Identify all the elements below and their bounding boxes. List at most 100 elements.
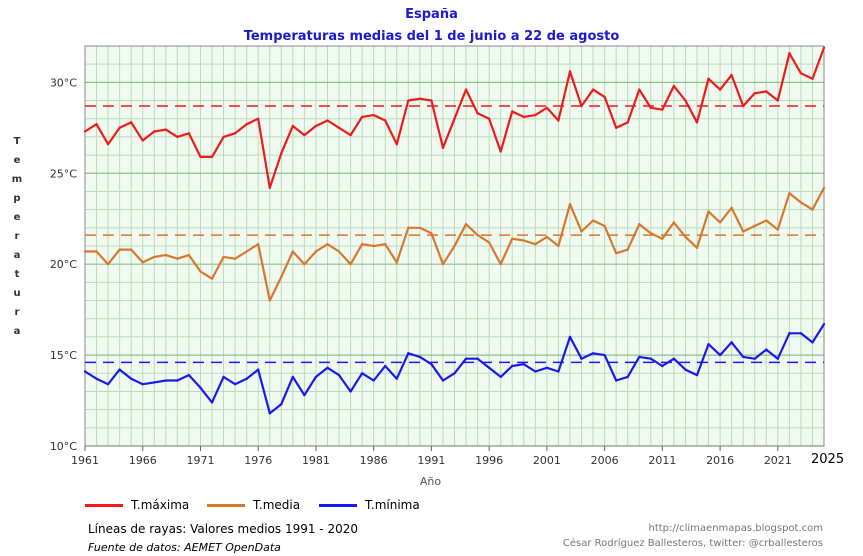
data-point-mean (476, 233, 479, 237)
data-point-max (314, 124, 318, 128)
dashed-lines-note: Líneas de rayas: Valores medios 1991 - 2… (88, 522, 358, 536)
y-axis-label-letter: a (13, 326, 21, 337)
data-point-max (476, 112, 479, 115)
data-point-min (822, 322, 826, 326)
data-point-min (106, 382, 110, 386)
data-point-min (257, 368, 260, 371)
data-point-max (568, 70, 572, 73)
data-point-mean (453, 244, 456, 248)
data-point-mean (661, 237, 664, 240)
y-axis-label-letter: u (13, 288, 21, 299)
data-point-min (522, 362, 525, 366)
x-tick-label: 2006 (591, 454, 619, 467)
x-tick-label: 1976 (244, 454, 272, 467)
data-point-min (314, 375, 318, 379)
data-point-min (303, 393, 306, 397)
data-point-max (118, 126, 121, 130)
data-point-mean (337, 250, 341, 253)
data-point-mean (522, 239, 525, 242)
data-point-mean (176, 257, 179, 260)
legend-swatch-min (319, 504, 357, 507)
data-point-max (326, 119, 329, 122)
data-point-min (360, 372, 364, 375)
x-tick-label: 1986 (360, 454, 388, 467)
data-point-max (268, 186, 271, 190)
data-point-mean (464, 222, 468, 226)
y-tick-label: 15°C (50, 349, 77, 362)
data-point-min (545, 366, 549, 370)
y-axis-label-letter: e (13, 155, 21, 166)
y-tick-label: 10°C (50, 440, 77, 453)
data-point-max (199, 155, 202, 159)
data-point-mean (430, 232, 433, 235)
data-point-max (591, 88, 595, 91)
data-point-max (83, 130, 87, 133)
data-point-min (337, 373, 341, 377)
data-point-max (360, 115, 364, 119)
data-point-mean (580, 230, 583, 233)
data-point-max (441, 146, 445, 150)
data-point-max (210, 155, 214, 159)
data-point-max (811, 77, 814, 80)
data-point-max (106, 142, 110, 146)
data-point-max (672, 84, 676, 88)
data-point-min (684, 368, 687, 371)
data-point-mean (684, 235, 687, 239)
x-tick-label: 1991 (417, 454, 445, 467)
legend-swatch-max (85, 504, 123, 507)
data-point-min (349, 390, 352, 393)
data-point-max (534, 113, 537, 117)
data-point-max (545, 106, 549, 110)
data-point-min (164, 379, 168, 382)
data-point-max (464, 88, 468, 91)
data-point-max (407, 99, 410, 102)
data-point-mean (83, 250, 87, 253)
x-axis-label: Año (420, 475, 441, 488)
data-point-mean (799, 201, 803, 204)
y-axis-label-letter: e (13, 212, 21, 223)
data-point-max (753, 92, 756, 95)
x-tick-label: 2021 (764, 454, 792, 467)
data-point-min (661, 364, 664, 368)
data-point-max (164, 128, 168, 131)
data-point-min (418, 355, 422, 359)
data-point-mean (314, 250, 318, 253)
data-point-mean (106, 262, 110, 266)
y-tick-label: 25°C (50, 167, 77, 180)
data-point-mean (788, 192, 791, 195)
data-point-max (430, 99, 433, 102)
legend-item-max: T.máxima (85, 498, 189, 512)
data-point-mean (545, 235, 549, 239)
data-point-mean (245, 250, 248, 253)
data-point-mean (707, 210, 710, 213)
data-point-min (534, 370, 537, 373)
data-point-min (580, 357, 583, 360)
data-point-max (511, 110, 514, 113)
data-point-mean (741, 230, 745, 233)
data-point-min (765, 348, 768, 351)
data-point-mean (695, 246, 699, 250)
plot-border (84, 45, 825, 447)
data-point-mean (222, 255, 225, 259)
data-point-min (233, 382, 237, 386)
x-tick-label: 2016 (706, 454, 734, 467)
data-point-min (384, 364, 387, 368)
data-point-max (730, 73, 733, 77)
data-source-note: Fuente de datos: AEMET OpenData (88, 541, 281, 554)
data-point-mean (303, 262, 306, 266)
data-point-min (95, 377, 98, 380)
data-point-min (741, 355, 745, 359)
data-point-max (245, 122, 248, 126)
data-point-mean (568, 202, 572, 206)
data-point-max (372, 113, 375, 117)
credit-url[interactable]: http://climaenmapas.blogspot.com (648, 523, 823, 534)
legend-item-min: T.mínima (319, 498, 420, 512)
x-tick-label: 2011 (648, 454, 676, 467)
y-axis-label-letter: a (13, 250, 21, 261)
data-point-min (499, 375, 502, 379)
data-point-max (557, 119, 560, 122)
data-point-max (603, 95, 606, 99)
data-point-max (349, 133, 352, 137)
y-axis-label-letter: T (13, 136, 21, 147)
